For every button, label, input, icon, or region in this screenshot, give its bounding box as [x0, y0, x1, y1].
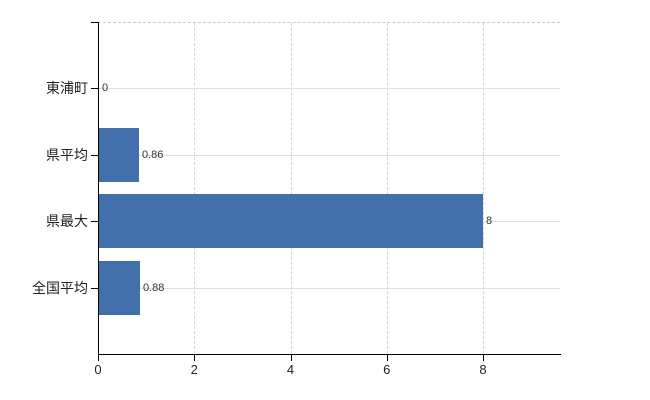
y-axis-tick [91, 88, 98, 89]
x-tick-label: 2 [190, 362, 198, 377]
v-gridline [386, 23, 388, 354]
y-axis-tick [91, 154, 98, 156]
x-axis-tick [386, 355, 388, 361]
x-axis-tick [194, 355, 196, 361]
h-gridline [99, 288, 560, 289]
x-axis-tick [483, 355, 484, 361]
x-tick-label: 4 [286, 362, 295, 377]
category-label: 県平均 [46, 146, 88, 163]
x-tick-label: 6 [383, 362, 391, 377]
category-label: 全国平均 [32, 280, 88, 296]
y-axis-line [98, 22, 99, 355]
h-gridline [99, 88, 560, 89]
x-axis-tick [98, 355, 99, 361]
x-tick-label: 8 [479, 362, 487, 377]
y-axis-tick [91, 288, 98, 289]
bar [99, 261, 140, 315]
value-label: 8 [486, 215, 493, 228]
category-label: 県最大 [46, 213, 88, 230]
h-gridline [99, 154, 560, 156]
v-gridline [290, 23, 292, 354]
x-axis-tick [290, 355, 292, 361]
v-gridline [194, 23, 196, 354]
value-label: 0 [102, 82, 109, 94]
value-label: 0.88 [143, 282, 165, 294]
v-gridline [483, 23, 484, 354]
bar [99, 127, 139, 182]
x-axis-line [98, 354, 561, 355]
y-axis-tick [91, 221, 98, 223]
bar [99, 194, 483, 249]
category-label: 東浦町 [46, 80, 88, 96]
y-axis-end-tick [91, 22, 98, 23]
plot-top-border [98, 22, 560, 23]
value-label: 0.86 [142, 148, 164, 161]
x-tick-label: 0 [94, 362, 102, 377]
